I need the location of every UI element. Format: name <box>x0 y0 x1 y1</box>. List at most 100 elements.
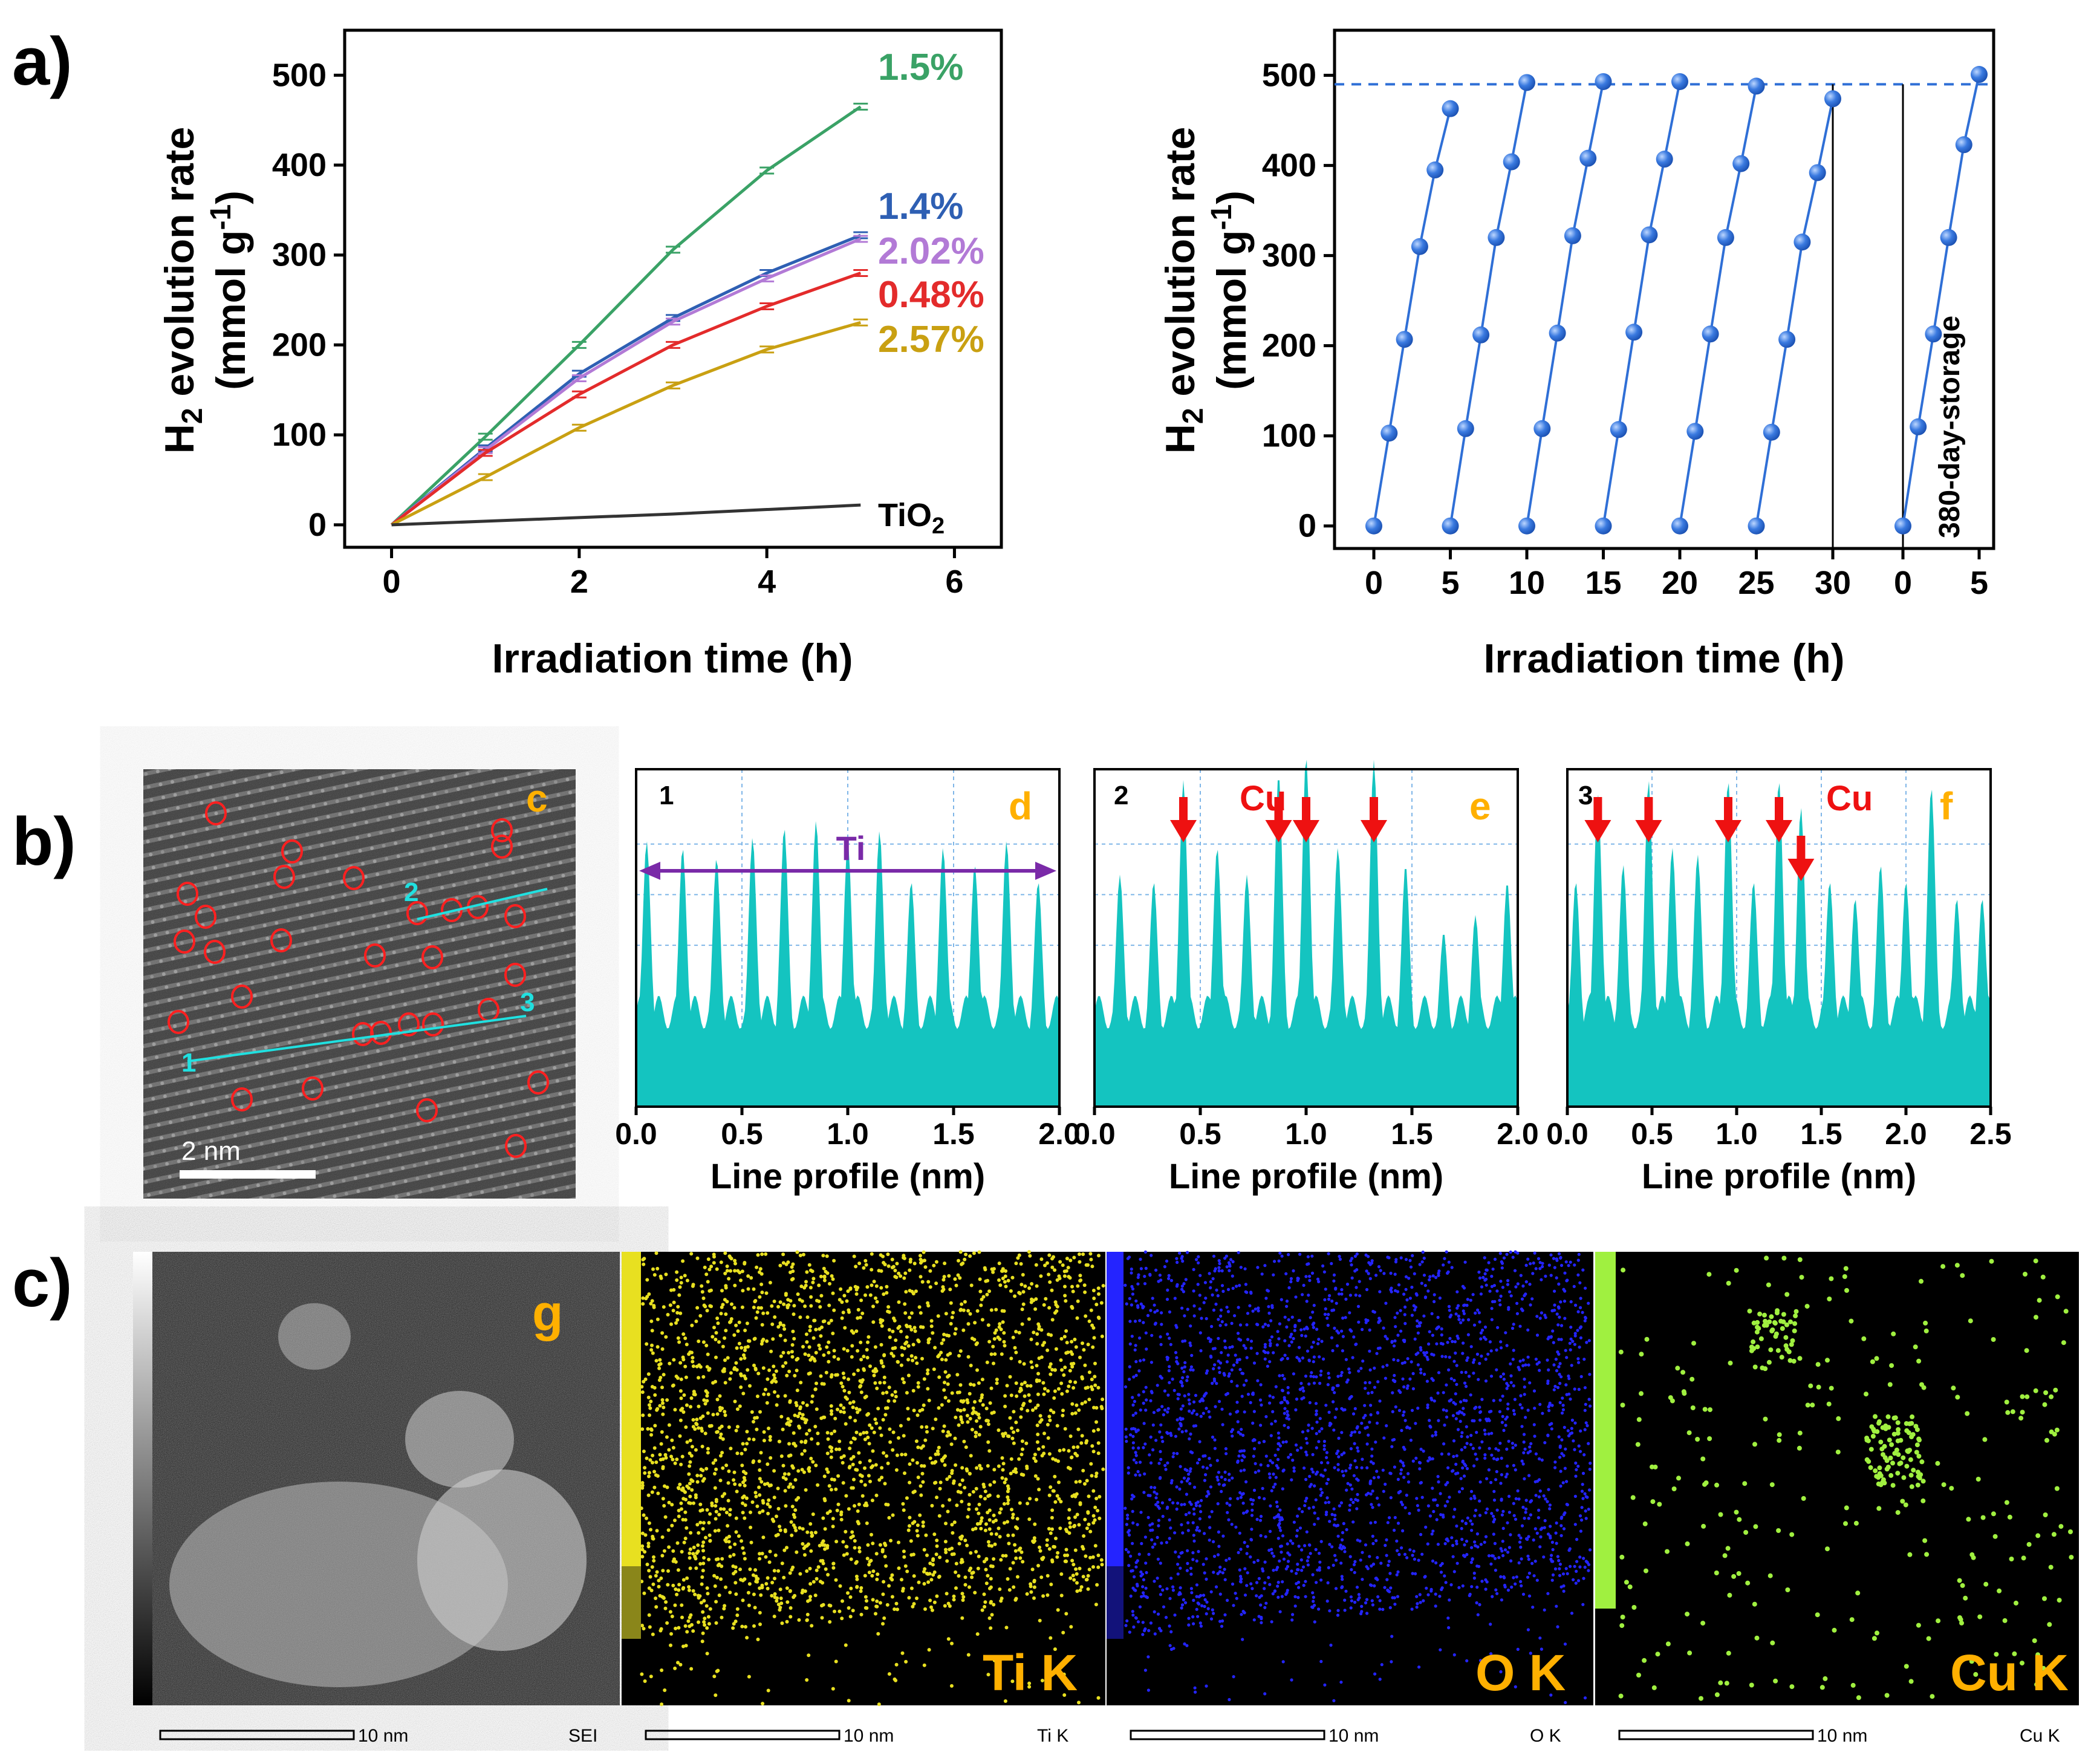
map-dot <box>1393 1528 1396 1532</box>
map-dot <box>1322 1270 1326 1274</box>
map-dot <box>1507 1546 1511 1549</box>
map-dot <box>734 1323 738 1327</box>
map-dot <box>1553 1303 1556 1307</box>
map-dot <box>858 1432 862 1436</box>
map-dot <box>985 1360 989 1364</box>
map-dot <box>1503 1583 1507 1587</box>
map-dot <box>1075 1316 1079 1320</box>
map-dot <box>1493 1257 1497 1261</box>
map-dot <box>1047 1452 1052 1456</box>
map-dot <box>1333 1391 1336 1395</box>
map-dot <box>1082 1534 1086 1538</box>
map-dot <box>1124 1385 1128 1388</box>
map-dot <box>978 1494 983 1499</box>
map-dot <box>887 1584 891 1588</box>
map-dot <box>912 1489 917 1494</box>
map-dot <box>1520 1425 1524 1428</box>
map-dot <box>815 1407 819 1411</box>
map-dot <box>745 1442 749 1446</box>
map-dot <box>707 1424 712 1428</box>
map-dot <box>1301 1430 1305 1434</box>
map-dot <box>1243 1593 1247 1597</box>
map-dot <box>1218 1619 1222 1623</box>
map-dot <box>1304 1595 1307 1598</box>
map-dot <box>1176 1397 1180 1401</box>
map-dot <box>1142 1591 1145 1595</box>
map-dot <box>863 1258 868 1263</box>
map-dot <box>1399 1329 1403 1333</box>
map-dot <box>755 1504 759 1508</box>
map-dot <box>1168 1624 1171 1628</box>
map-dot <box>795 1498 799 1502</box>
map-dot <box>1257 1306 1260 1310</box>
map-dot <box>865 1430 869 1434</box>
map-dot <box>1163 1265 1166 1269</box>
map-dot <box>1064 1548 1068 1552</box>
map-dot <box>738 1404 742 1408</box>
cu-site-circle <box>195 905 216 929</box>
map-dot <box>824 1269 828 1274</box>
map-dot <box>1195 1526 1199 1529</box>
tem-scale-text: 2 nm <box>181 1136 241 1166</box>
map-dot <box>977 1250 981 1254</box>
map-dot <box>1325 1316 1329 1320</box>
map-dot <box>1017 1330 1021 1335</box>
map-dot <box>665 1398 669 1402</box>
x-tick-label: 5 <box>1970 565 1988 601</box>
map-dot <box>1158 1430 1162 1434</box>
map-dot <box>851 1462 855 1466</box>
cycle-point <box>1365 517 1382 535</box>
map-dot <box>997 1278 1001 1282</box>
map-dot <box>1562 1584 1566 1588</box>
map-dot <box>1003 1480 1007 1485</box>
map-dot <box>1526 1537 1529 1541</box>
map-dot <box>1045 1543 1049 1548</box>
map-dot <box>1368 1349 1371 1353</box>
map-dot <box>1085 1479 1089 1483</box>
map-dot <box>1056 1608 1060 1612</box>
map-dot <box>1517 1534 1521 1537</box>
map-dot <box>1160 1541 1163 1545</box>
map-dot <box>902 1555 906 1559</box>
map-dot <box>966 1653 971 1657</box>
map-dot <box>1385 1578 1389 1581</box>
map-dot <box>954 1327 958 1331</box>
map-dot <box>1062 1373 1066 1377</box>
map-dot <box>1403 1506 1407 1509</box>
map-dot <box>1067 1384 1071 1388</box>
map-dot <box>782 1323 785 1327</box>
map-dot <box>664 1272 668 1277</box>
map-dot <box>870 1283 874 1287</box>
map-dot <box>907 1596 911 1600</box>
map-dot <box>773 1595 777 1600</box>
map-dot <box>1196 1615 1200 1618</box>
map-dot <box>651 1582 655 1586</box>
map-dot <box>1188 1409 1191 1413</box>
map-dot <box>1157 1408 1161 1411</box>
map-dot <box>1327 1566 1330 1569</box>
map-dot <box>1418 1263 1422 1266</box>
map-dot <box>1556 1385 1560 1390</box>
map-dot <box>1392 1358 1396 1361</box>
map-dot <box>1573 1387 1576 1391</box>
map-dot <box>701 1340 706 1344</box>
map-dot <box>931 1563 935 1567</box>
map-dot <box>1375 1469 1379 1473</box>
map-dot <box>753 1606 757 1610</box>
map-dot <box>1035 1424 1039 1427</box>
map-dot <box>1397 1283 1401 1287</box>
map-dot <box>1576 1258 1580 1262</box>
map-dot <box>790 1350 794 1354</box>
map-dot <box>1053 1647 1057 1652</box>
map-dot <box>951 1310 955 1315</box>
map-dot <box>935 1538 939 1543</box>
map-dot <box>1263 1343 1267 1346</box>
map-dot <box>677 1626 681 1630</box>
map-dot <box>807 1466 811 1470</box>
map-dot <box>1371 1506 1374 1509</box>
map-dot <box>947 1373 951 1378</box>
map-dot <box>1018 1359 1022 1364</box>
map-dot <box>1332 1507 1336 1511</box>
map-dot <box>1132 1375 1136 1379</box>
map-dot <box>1079 1278 1083 1282</box>
